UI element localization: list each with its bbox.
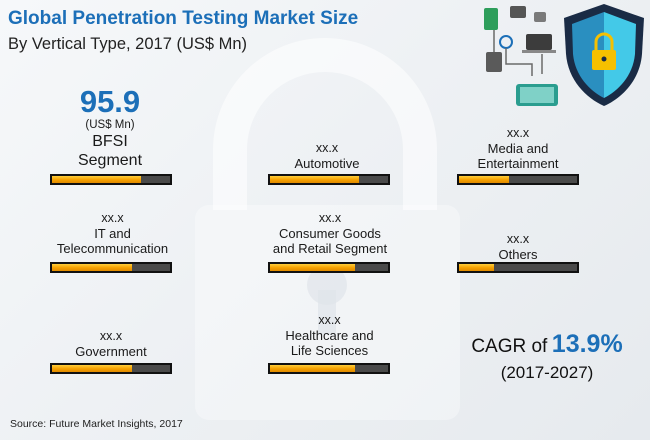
segment-value: 95.9	[79, 84, 141, 119]
segment-media: xx.x Media and Entertainment	[448, 126, 588, 171]
devices-network-icon	[484, 6, 558, 106]
bar-fill	[52, 264, 133, 271]
segment-automotive: xx.x Automotive	[262, 141, 392, 171]
segment-label: Media and	[487, 141, 549, 156]
segment-label: Automotive	[294, 156, 360, 171]
cagr-prefix: CAGR of	[471, 336, 548, 357]
bar-fill	[459, 176, 509, 183]
segment-bfsi: 95.9 (US$ Mn) BFSI Segment	[55, 86, 165, 170]
security-shield-icon	[564, 4, 644, 106]
bar-automotive	[268, 174, 390, 185]
bar-fill	[270, 176, 359, 183]
segment-value: xx.x	[318, 313, 341, 327]
segment-value: xx.x	[101, 211, 124, 225]
cagr-value: 13.9%	[551, 330, 623, 358]
bar-fill	[270, 264, 355, 271]
cagr-period: (2017-2027)	[500, 363, 594, 382]
segment-label: IT and	[94, 226, 131, 241]
source-note: Source: Future Market Insights, 2017	[10, 418, 183, 430]
segment-label: BFSI	[92, 133, 128, 150]
segment-label: Consumer Goods	[279, 226, 381, 241]
bar-fill	[270, 365, 355, 372]
bar-others	[457, 262, 579, 273]
segment-value: xx.x	[315, 141, 339, 155]
segment-value: xx.x	[506, 232, 530, 246]
segment-label: Life Sciences	[290, 343, 369, 358]
page-subtitle: By Vertical Type, 2017 (US$ Mn)	[8, 35, 248, 53]
segment-label: Segment	[77, 152, 143, 169]
bar-media	[457, 174, 579, 185]
segment-value: xx.x	[99, 329, 123, 343]
bar-healthcare	[268, 363, 390, 374]
segment-label: Entertainment	[477, 156, 559, 171]
bar-fill	[459, 264, 495, 271]
segment-label: Healthcare and	[285, 328, 374, 343]
bar-fill	[52, 365, 133, 372]
segment-others: xx.x Others	[468, 232, 568, 262]
segment-label: and Retail Segment	[272, 241, 388, 256]
segment-label: Telecommunication	[56, 241, 169, 256]
bar-fill	[52, 176, 141, 183]
cagr-callout: CAGR of 13.9% (2017-2027)	[447, 330, 647, 383]
segment-unit: (US$ Mn)	[85, 119, 135, 131]
segment-label: Government	[75, 344, 147, 359]
segment-label: Others	[498, 247, 538, 262]
segment-healthcare: xx.x Healthcare and Life Sciences	[262, 313, 397, 358]
bar-bfsi	[50, 174, 172, 185]
bar-it	[50, 262, 172, 273]
segment-value: xx.x	[506, 126, 530, 140]
page-title: Global Penetration Testing Market Size	[8, 8, 359, 29]
segment-government: xx.x Government	[50, 329, 172, 359]
segment-consumer: xx.x Consumer Goods and Retail Segment	[255, 211, 405, 256]
bar-government	[50, 363, 172, 374]
segment-it: xx.x IT and Telecommunication	[45, 211, 180, 256]
segment-value: xx.x	[318, 211, 342, 225]
bar-consumer	[268, 262, 390, 273]
